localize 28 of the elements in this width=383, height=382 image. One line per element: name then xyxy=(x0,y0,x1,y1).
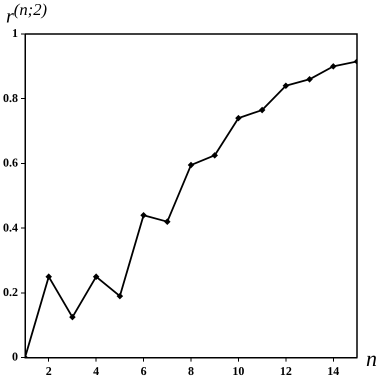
y-tick-label: 0.4 xyxy=(3,220,18,234)
point xyxy=(188,162,194,168)
x-tick-label: 14 xyxy=(327,364,340,378)
x-tick-label: 8 xyxy=(188,364,194,378)
point xyxy=(282,82,289,89)
y-tick-label: 0 xyxy=(12,350,18,364)
y-axis-title: r$^{(n;2)}$ xyxy=(6,0,48,29)
point xyxy=(93,274,100,280)
point xyxy=(164,218,170,225)
x-tick-label: 6 xyxy=(140,364,147,378)
x-tick-label: 2 xyxy=(46,364,52,378)
point xyxy=(116,293,123,300)
x-tick-label: 10 xyxy=(232,364,244,378)
point xyxy=(259,107,266,113)
y-tick-label: 1 xyxy=(12,26,18,40)
y-tick-label: 0.8 xyxy=(3,90,18,105)
point xyxy=(212,152,218,158)
point xyxy=(306,76,312,82)
point xyxy=(236,115,242,122)
x-tick-label: 4 xyxy=(93,364,100,378)
point xyxy=(140,212,146,218)
y-tick-label: 0.6 xyxy=(3,156,18,170)
x-axis-title: n xyxy=(366,346,377,372)
point xyxy=(70,314,76,320)
y-tick-label: 0.2 xyxy=(3,284,18,299)
x-tick-label: 12 xyxy=(280,364,292,378)
point xyxy=(46,274,52,280)
point xyxy=(330,63,336,70)
